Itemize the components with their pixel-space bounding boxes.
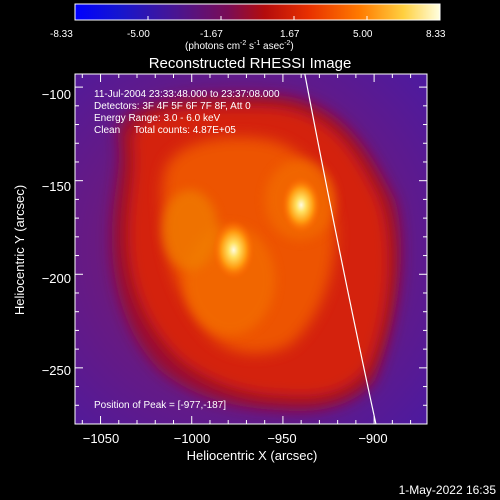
annotation-time: 11-Jul-2004 23:33:48.000 to 23:37:08.000 (94, 89, 280, 100)
colorbar-tick-3: 1.67 (280, 29, 300, 40)
xtick-label-2: −950 (267, 431, 296, 446)
colorbar-label: (photons cm-2 s-1 asec-2) (185, 40, 294, 52)
xtick-label-3: −900 (358, 431, 387, 446)
source-marks (212, 176, 322, 280)
colorbar (74, 3, 441, 21)
xtick-label-0: −1050 (83, 431, 120, 446)
colorbar-tick-5: 8.33 (426, 29, 446, 40)
bright-source-1 (281, 176, 322, 234)
solar-limb-curve (304, 74, 377, 424)
colorbar-tick-4: 5.00 (353, 29, 373, 40)
axis-ticks (75, 74, 427, 425)
ytick-label-1: −150 (42, 179, 71, 194)
colorbar-tick-1: -5.00 (127, 29, 150, 40)
colorbar-tick-2: -1.67 (200, 29, 223, 40)
ytick-label-3: −250 (42, 363, 71, 378)
ytick-label-0: −100 (42, 87, 71, 102)
x-axis-label: Heliocentric X (arcsec) (187, 448, 318, 463)
y-axis-label: Heliocentric Y (arcsec) (12, 185, 27, 315)
plot-frame (74, 73, 428, 425)
annotation-energy: Energy Range: 3.0 - 6.0 keV (94, 113, 221, 124)
chart-title: Reconstructed RHESSI Image (149, 55, 352, 72)
ytick-label-2: −200 (42, 271, 71, 286)
footer-timestamp: 1-May-2022 16:35 (399, 483, 497, 497)
colorbar-ticks (147, 16, 368, 20)
bright-source-0 (212, 219, 255, 280)
annotation-detectors: Detectors: 3F 4F 5F 6F 7F 8F, Att 0 (94, 101, 251, 112)
xtick-label-1: −1000 (174, 431, 211, 446)
annotation-clean: Clean Total counts: 4.87E+05 (94, 125, 236, 136)
colorbar-tick-0: -8.33 (50, 29, 73, 40)
annotation-peak-position: Position of Peak = [-977,-187] (94, 400, 226, 411)
